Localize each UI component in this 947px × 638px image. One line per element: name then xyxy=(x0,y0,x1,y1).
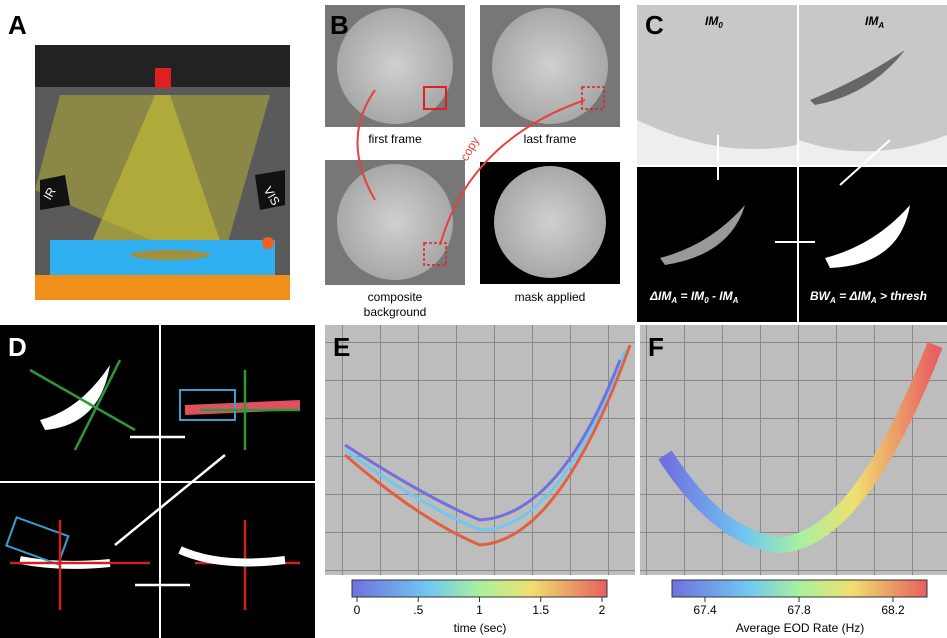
figure: A IR VIS B copy first frame last frame c… xyxy=(0,0,947,638)
ticks: 67.4 67.8 68.2 xyxy=(693,597,905,617)
caption: composite xyxy=(368,290,423,304)
equation-part: = ΔIM xyxy=(836,289,872,303)
equation: ΔIMA = IM0 - IMA xyxy=(649,289,739,305)
equation-part: > thresh xyxy=(877,289,927,303)
tick-label: 1.5 xyxy=(532,603,549,617)
panel-f: F 67.4 67.8 68.2 Average EOD Rate (Hz) xyxy=(640,325,947,635)
tick-label: 68.2 xyxy=(881,603,905,617)
panel-c: C IM0 IMA ΔIMA = IM0 - IMA BWA = ΔIMA > … xyxy=(637,5,947,322)
caption: background xyxy=(364,305,427,319)
tick-label: .5 xyxy=(413,603,423,617)
fish xyxy=(130,250,210,260)
panel-letter: F xyxy=(648,332,664,362)
panel-letter: A xyxy=(8,10,27,40)
colorbar-label: time (sec) xyxy=(454,621,507,635)
lamp xyxy=(155,68,171,88)
panel-letter: C xyxy=(645,10,664,40)
colorbar xyxy=(672,580,927,597)
tick-label: 0 xyxy=(354,603,361,617)
tick-label: 1 xyxy=(476,603,483,617)
caption: first frame xyxy=(368,132,422,146)
base xyxy=(35,275,290,300)
colorbar xyxy=(352,580,607,597)
panel-letter: B xyxy=(330,10,349,40)
tick-label: 67.8 xyxy=(787,603,811,617)
equation: BWA = ΔIMA > thresh xyxy=(810,289,927,305)
panel-a: A IR VIS xyxy=(8,10,290,300)
equation-part: - IM xyxy=(709,289,734,303)
image xyxy=(325,325,635,575)
panel-letter: E xyxy=(333,332,350,362)
colorbar-label: Average EOD Rate (Hz) xyxy=(736,621,865,635)
led xyxy=(262,237,274,249)
arena xyxy=(337,8,453,124)
t: 0 xyxy=(718,21,723,30)
t: IM xyxy=(705,14,719,28)
panel-b: B copy first frame last frame composite … xyxy=(325,5,620,319)
arena xyxy=(492,8,608,124)
equation-part: = IM xyxy=(677,289,705,303)
panel-e: E 0 .5 1 1.5 2 time (sec) xyxy=(325,325,635,635)
arena xyxy=(337,164,453,280)
ticks: 0 .5 1 1.5 2 xyxy=(354,597,606,617)
arena xyxy=(494,166,606,278)
t: A xyxy=(877,21,884,30)
caption: mask applied xyxy=(515,290,586,304)
copy-label: copy xyxy=(457,134,482,163)
tick-label: 67.4 xyxy=(693,603,717,617)
panel-letter: D xyxy=(8,332,27,362)
image xyxy=(799,5,947,165)
equation-part: A xyxy=(732,296,739,305)
equation-part: BW xyxy=(810,289,832,303)
caption: last frame xyxy=(524,132,577,146)
t: IM xyxy=(865,14,879,28)
panel-d: D xyxy=(0,325,315,638)
equation-part: ΔIM xyxy=(649,289,672,303)
tick-label: 2 xyxy=(599,603,606,617)
